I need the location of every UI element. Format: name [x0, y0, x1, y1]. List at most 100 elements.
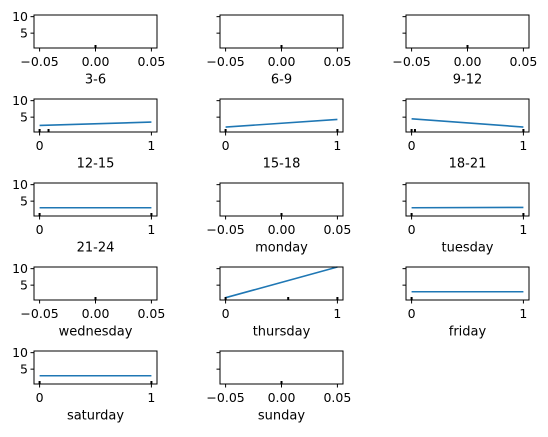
y-tick-label: 10 [12, 261, 28, 276]
subplot-2: −0.05 0.00 0.05 [392, 14, 537, 69]
x-tick-label: 0 [408, 138, 416, 153]
axes-frame [219, 98, 344, 133]
subplot-0: 5 10 −0.05 0.00 0.05 [12, 9, 165, 69]
axis-title: sunday [258, 409, 305, 424]
data-point-1 [522, 213, 525, 216]
x-tick-label: −0.05 [20, 306, 58, 321]
y-tick-label: 10 [12, 177, 28, 192]
data-point-1 [413, 129, 416, 132]
axes-frame [405, 14, 530, 49]
subplot-6: 5 10 0 1 [12, 177, 158, 237]
x-tick-label: 0.05 [323, 222, 351, 237]
x-tick-label: 0.00 [82, 306, 110, 321]
axis-title: 6-9 [271, 73, 292, 88]
axes-frame [33, 14, 158, 49]
data-point-0 [94, 297, 97, 300]
x-tick-label: −0.05 [206, 222, 244, 237]
subplot-3: 5 10 0 1 [12, 93, 158, 153]
data-point-0 [280, 381, 283, 384]
data-point-1 [336, 129, 339, 132]
series-line-0 [411, 118, 524, 128]
data-point-0 [466, 45, 469, 48]
axis-title: 18-21 [449, 157, 487, 172]
axis-title: friday [449, 325, 487, 340]
x-tick-label: 1 [519, 138, 527, 153]
x-tick-label: 1 [333, 138, 341, 153]
subplot-7: −0.05 0.00 0.05 [206, 182, 351, 237]
x-tick-label: 0.05 [137, 306, 165, 321]
x-tick-label: 0.05 [509, 54, 537, 69]
x-tick-label: 0.05 [323, 390, 351, 405]
x-tick-label: 0.00 [82, 54, 110, 69]
data-point-0 [410, 297, 413, 300]
subplot-1: −0.05 0.00 0.05 [206, 14, 351, 69]
x-tick-label: −0.05 [392, 54, 430, 69]
data-point-0 [410, 129, 413, 132]
data-point-0 [38, 381, 41, 384]
data-point-0 [38, 213, 41, 216]
x-tick-label: 1 [147, 390, 155, 405]
y-tick-label: 10 [12, 345, 28, 360]
x-tick-label: 1 [519, 306, 527, 321]
series-line-0 [225, 266, 338, 299]
x-tick-label: 0.05 [137, 54, 165, 69]
x-tick-label: 0 [408, 222, 416, 237]
x-tick-label: 1 [147, 222, 155, 237]
y-tick-label: 5 [20, 194, 28, 209]
data-point-0 [94, 45, 97, 48]
axis-title: 3-6 [85, 73, 106, 88]
data-point-1 [47, 129, 50, 132]
axis-title: tuesday [441, 241, 493, 256]
axis-title: wednesday [59, 325, 133, 340]
y-tick-label: 5 [20, 278, 28, 293]
axes-frame [33, 98, 158, 133]
x-tick-label: 0 [222, 138, 230, 153]
axes-frame [33, 182, 158, 217]
x-tick-label: 0 [36, 390, 44, 405]
axis-title: 15-18 [263, 157, 301, 172]
y-tick-label: 10 [12, 93, 28, 108]
axis-title: 9-12 [453, 73, 483, 88]
subplot-9: 5 10 −0.05 0.00 0.05 [12, 261, 165, 321]
axes-frame [219, 350, 344, 385]
y-tick-label: 5 [20, 362, 28, 377]
axes-frame [405, 98, 530, 133]
axis-title: saturday [67, 409, 124, 424]
axes-frame [219, 182, 344, 217]
axes-frame [219, 266, 344, 301]
data-point-0 [410, 213, 413, 216]
data-point-0 [280, 45, 283, 48]
x-tick-label: 0 [408, 306, 416, 321]
data-point-1 [150, 213, 153, 216]
subplot-13: −0.05 0.00 0.05 [206, 350, 351, 405]
x-tick-label: 1 [519, 222, 527, 237]
x-tick-label: −0.05 [20, 54, 58, 69]
axis-title: thursday [253, 325, 311, 340]
axis-title: 12-15 [77, 157, 115, 172]
axis-title: monday [255, 241, 308, 256]
x-tick-label: −0.05 [206, 390, 244, 405]
data-point-1 [150, 381, 153, 384]
y-tick-label: 5 [20, 110, 28, 125]
axes-frame [33, 266, 158, 301]
axes-frame [405, 182, 530, 217]
x-tick-label: 0.00 [268, 222, 296, 237]
axis-title: 21-24 [77, 241, 115, 256]
x-tick-label: −0.05 [206, 54, 244, 69]
axes-frame [219, 14, 344, 49]
data-point-1 [287, 297, 290, 300]
x-tick-label: 0.00 [454, 54, 482, 69]
x-tick-label: 1 [147, 138, 155, 153]
data-point-2 [336, 297, 339, 300]
x-tick-label: 0.00 [268, 390, 296, 405]
axes-frame [33, 350, 158, 385]
data-point-0 [224, 297, 227, 300]
data-point-0 [280, 213, 283, 216]
x-tick-label: 0.00 [268, 54, 296, 69]
data-point-0 [224, 129, 227, 132]
y-tick-label: 5 [20, 26, 28, 41]
